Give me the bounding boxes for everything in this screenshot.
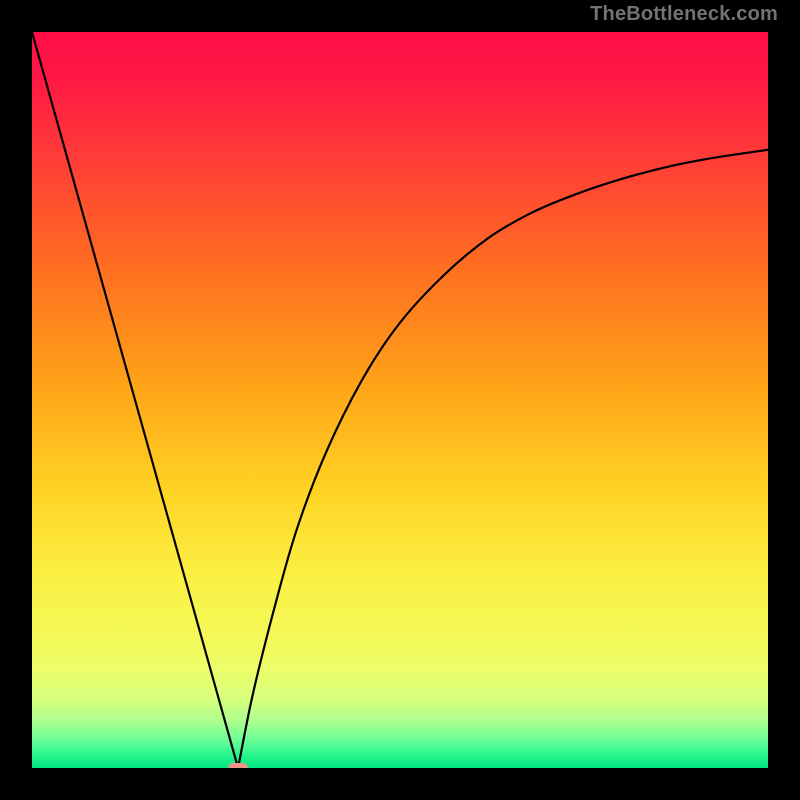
watermark-text: TheBottleneck.com [590, 3, 778, 26]
bottleneck-chart [0, 0, 800, 800]
chart-container: TheBottleneck.com [0, 0, 800, 800]
plot-gradient-background [32, 32, 768, 768]
